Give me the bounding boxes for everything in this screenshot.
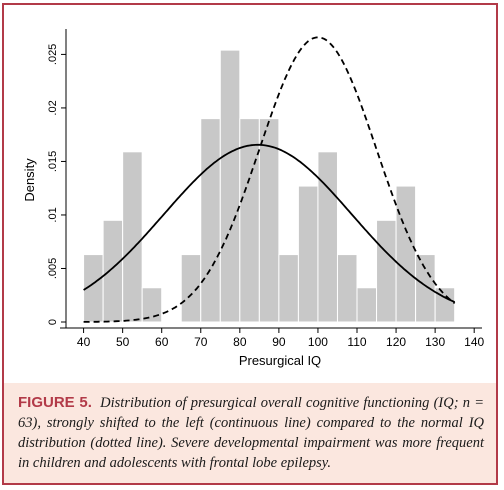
histogram-bar bbox=[141, 287, 163, 323]
y-axis-label: Density bbox=[22, 158, 37, 202]
histogram-chart: 0 .005 .01 .015 .02 .025 40 50 60 70 80 90 100 110 120… bbox=[22, 29, 485, 368]
histogram-bar bbox=[122, 151, 143, 323]
histogram-bar bbox=[415, 254, 436, 323]
histogram-bar bbox=[356, 287, 378, 323]
y-tick-label: .025 bbox=[47, 44, 59, 65]
x-tick-label: 80 bbox=[233, 335, 247, 349]
caption-text: Distribution of presurgical overall cogn… bbox=[18, 395, 485, 471]
figure-caption: FIGURE 5. Distribution of presurgical ov… bbox=[4, 383, 496, 483]
y-tick-label: .02 bbox=[47, 100, 59, 115]
histogram-bar bbox=[336, 254, 358, 323]
histogram-bar bbox=[219, 49, 241, 323]
histogram-bars bbox=[83, 49, 456, 323]
x-tick-label: 90 bbox=[272, 335, 286, 349]
histogram-bar bbox=[200, 118, 221, 323]
histogram-bar bbox=[239, 118, 260, 323]
histogram-bar bbox=[258, 118, 280, 323]
histogram-bar bbox=[278, 254, 299, 323]
x-axis-label: Presurgical IQ bbox=[239, 353, 321, 368]
density-curves bbox=[83, 36, 456, 323]
figure-frame: 0 .005 .01 .015 .02 .025 40 50 60 70 80 90 100 110 120… bbox=[2, 3, 498, 485]
x-tick-label: 50 bbox=[116, 335, 130, 349]
normal-distribution-curve bbox=[83, 36, 456, 323]
histogram-bar bbox=[102, 219, 124, 323]
y-tick-label: .005 bbox=[47, 258, 59, 279]
sample-density-curve bbox=[83, 143, 456, 303]
x-tick-label: 110 bbox=[347, 335, 366, 349]
chart-area: 0 .005 .01 .015 .02 .025 40 50 60 70 80 90 100 110 120… bbox=[4, 5, 500, 385]
histogram-bar bbox=[297, 185, 319, 323]
x-tick-label: 120 bbox=[386, 335, 406, 349]
y-tick-label: .015 bbox=[47, 151, 59, 172]
histogram-bar bbox=[317, 151, 338, 323]
caption-label: FIGURE 5. bbox=[18, 394, 92, 411]
y-tick-label: .01 bbox=[47, 207, 59, 222]
x-tick-label: 60 bbox=[155, 335, 169, 349]
axes: 0 .005 .01 .015 .02 .025 40 50 60 70 80 90 100 110 120… bbox=[47, 29, 485, 349]
x-tick-label: 70 bbox=[194, 335, 208, 349]
y-tick-label: 0 bbox=[47, 319, 59, 325]
x-tick-label: 100 bbox=[308, 335, 328, 349]
x-tick-label: 130 bbox=[425, 335, 445, 349]
histogram-bar bbox=[434, 287, 456, 323]
x-tick-label: 40 bbox=[77, 335, 91, 349]
histogram-bar bbox=[376, 219, 397, 323]
histogram-bar bbox=[395, 185, 417, 323]
x-tick-label: 140 bbox=[464, 335, 484, 349]
